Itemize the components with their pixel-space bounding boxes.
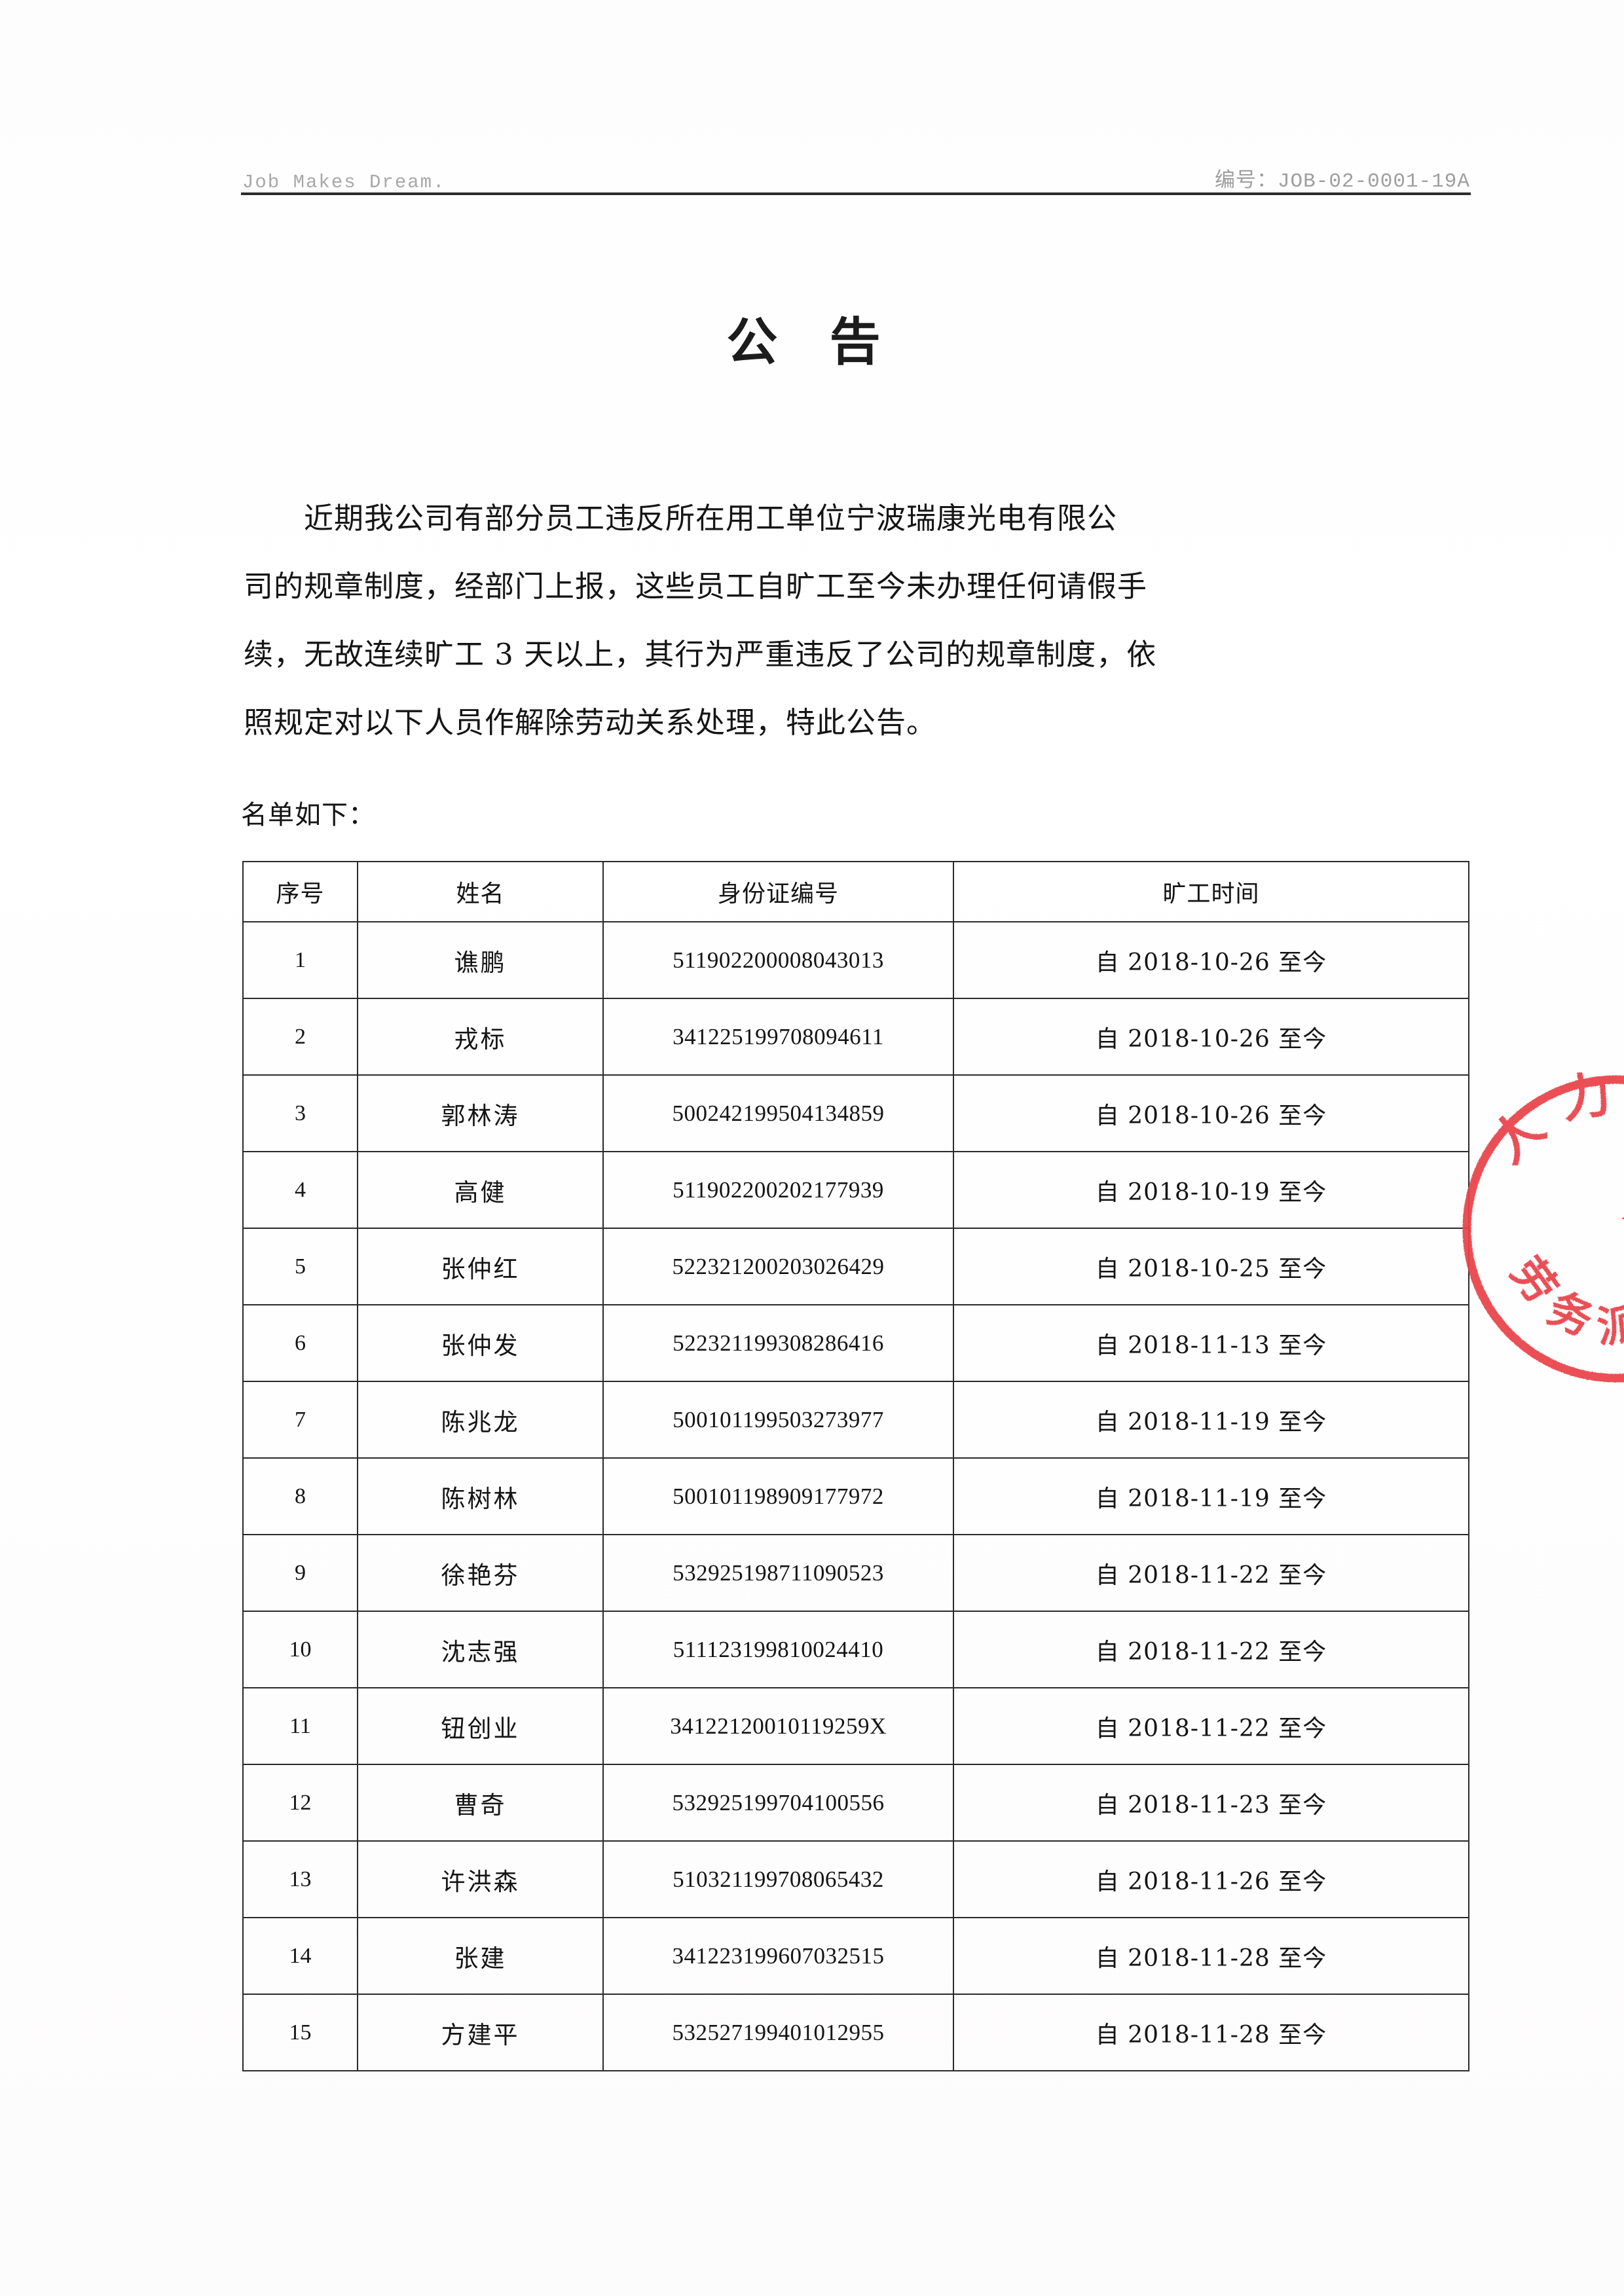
body-line: 续，无故连续旷工 3 天以上，其行为严重违反了公司的规章制度，依 [244, 637, 1157, 672]
table-row: 2 戎标 341225199708094611 自 2018-10-26 至今 [242, 998, 1469, 1076]
cell-index: 14 [242, 1917, 358, 1995]
cell-name: 谯鹏 [357, 921, 604, 999]
cell-index: 2 [242, 998, 358, 1076]
cell-name: 曹奇 [357, 1764, 604, 1842]
roster-table: 序号 姓名 身份证编号 旷工时间 1 谯鹏 511902200008043013… [242, 861, 1469, 2071]
cell-index: 6 [242, 1304, 358, 1382]
cell-index: 7 [242, 1381, 358, 1459]
cell-index: 9 [242, 1534, 358, 1612]
cell-index: 15 [242, 1994, 358, 2071]
cell-id: 510321199708065432 [602, 1840, 954, 1918]
cell-name: 钮创业 [357, 1687, 604, 1765]
body-line: 照规定对以下人员作解除劳动关系处理，特此公告。 [244, 705, 937, 740]
cell-id: 34122120010119259X [602, 1687, 954, 1765]
body-line: 司的规章制度，经部门上报，这些员工自旷工至今未办理任何请假手 [244, 569, 1148, 604]
cell-index: 5 [242, 1228, 358, 1305]
column-header-name: 姓名 [357, 861, 604, 922]
roster-table-container: 序号 姓名 身份证编号 旷工时间 1 谯鹏 511902200008043013… [242, 861, 1469, 2071]
roster-label: 名单如下： [241, 800, 375, 830]
cell-id: 511902200008043013 [602, 921, 954, 999]
roster-table-body: 1 谯鹏 511902200008043013 自 2018-10-26 至今 … [242, 921, 1469, 2071]
table-row: 3 郭林涛 500242199504134859 自 2018-10-26 至今 [242, 1074, 1469, 1152]
table-row: 4 高健 511902200202177939 自 2018-10-19 至今 [242, 1151, 1469, 1229]
table-row: 5 张仲红 522321200203026429 自 2018-10-25 至今 [242, 1228, 1469, 1305]
cell-absence: 自 2018-11-28 至今 [953, 1994, 1469, 2071]
table-row: 13 许洪森 510321199708065432 自 2018-11-26 至… [242, 1840, 1469, 1918]
table-header-row: 序号 姓名 身份证编号 旷工时间 [242, 861, 1469, 922]
official-seal-stamp: 人力资源 劳务派遣 330 [1459, 1072, 1624, 1385]
cell-absence: 自 2018-10-19 至今 [953, 1151, 1469, 1229]
table-row: 1 谯鹏 511902200008043013 自 2018-10-26 至今 [242, 921, 1469, 999]
cell-id: 500101198909177972 [602, 1457, 954, 1535]
cell-id: 500242199504134859 [602, 1074, 954, 1152]
cell-absence: 自 2018-11-19 至今 [953, 1381, 1469, 1459]
table-row: 7 陈兆龙 500101199503273977 自 2018-11-19 至今 [242, 1381, 1469, 1459]
svg-text:劳务派遣: 劳务派遣 [1501, 1248, 1624, 1353]
company-slogan: Job Makes Dream. [242, 172, 446, 193]
cell-absence: 自 2018-11-13 至今 [953, 1304, 1469, 1382]
cell-id: 532925199704100556 [602, 1764, 954, 1842]
cell-absence: 自 2018-11-19 至今 [953, 1457, 1469, 1535]
cell-id: 341223199607032515 [602, 1917, 954, 1995]
column-header-id: 身份证编号 [602, 861, 954, 922]
cell-name: 陈树林 [357, 1457, 604, 1535]
cell-index: 13 [242, 1840, 358, 1918]
table-row: 10 沈志强 511123199810024410 自 2018-11-22 至… [242, 1611, 1469, 1688]
cell-id: 511123199810024410 [602, 1611, 954, 1688]
cell-name: 张仲发 [357, 1304, 604, 1382]
table-row: 11 钮创业 34122120010119259X 自 2018-11-22 至… [242, 1687, 1469, 1765]
cell-name: 张仲红 [357, 1228, 604, 1305]
table-row: 15 方建平 532527199401012955 自 2018-11-28 至… [242, 1994, 1469, 2071]
cell-index: 3 [242, 1074, 358, 1152]
cell-name: 陈兆龙 [357, 1381, 604, 1459]
column-header-index: 序号 [242, 861, 358, 922]
cell-name: 许洪森 [357, 1840, 604, 1918]
table-row: 14 张建 341223199607032515 自 2018-11-28 至今 [242, 1917, 1469, 1995]
table-row: 8 陈树林 500101198909177972 自 2018-11-19 至今 [242, 1457, 1469, 1535]
cell-absence: 自 2018-11-28 至今 [953, 1917, 1469, 1995]
cell-name: 徐艳芬 [357, 1534, 604, 1612]
cell-index: 10 [242, 1611, 358, 1688]
cell-index: 8 [242, 1457, 358, 1535]
cell-absence: 自 2018-11-23 至今 [953, 1764, 1469, 1842]
table-row: 6 张仲发 522321199308286416 自 2018-11-13 至今 [242, 1304, 1469, 1382]
body-line: 近期我公司有部分员工违反所在用工单位宁波瑞康光电有限公 [304, 501, 1118, 536]
table-row: 12 曹奇 532925199704100556 自 2018-11-23 至今 [242, 1764, 1469, 1842]
cell-absence: 自 2018-11-22 至今 [953, 1534, 1469, 1612]
header-divider [241, 192, 1471, 195]
cell-absence: 自 2018-11-26 至今 [953, 1840, 1469, 1918]
cell-absence: 自 2018-10-25 至今 [953, 1228, 1469, 1305]
cell-name: 戎标 [357, 998, 604, 1076]
cell-index: 4 [242, 1151, 358, 1229]
table-row: 9 徐艳芬 532925198711090523 自 2018-11-22 至今 [242, 1534, 1469, 1612]
column-header-absence: 旷工时间 [953, 861, 1469, 922]
page-title: 公 告 [726, 312, 898, 372]
announcement-body: 近期我公司有部分员工违反所在用工单位宁波瑞康光电有限公 司的规章制度，经部门上报… [244, 484, 1357, 757]
svg-text:人力资源: 人力资源 [1479, 1072, 1624, 1203]
cell-index: 12 [242, 1764, 358, 1842]
cell-index: 1 [242, 921, 358, 999]
cell-name: 方建平 [357, 1994, 604, 2071]
cell-id: 532925198711090523 [602, 1534, 954, 1612]
cell-index: 11 [242, 1687, 358, 1765]
cell-absence: 自 2018-10-26 至今 [953, 1074, 1469, 1152]
cell-id: 500101199503273977 [602, 1381, 954, 1459]
cell-id: 522321200203026429 [602, 1228, 954, 1305]
cell-id: 341225199708094611 [602, 998, 954, 1076]
cell-absence: 自 2018-10-26 至今 [953, 998, 1469, 1076]
page-header: Job Makes Dream. 编号：JOB-02-0001-19A [242, 147, 1470, 193]
cell-absence: 自 2018-10-26 至今 [953, 921, 1469, 999]
cell-name: 高健 [357, 1151, 604, 1229]
cell-name: 张建 [357, 1917, 604, 1995]
cell-name: 沈志强 [357, 1611, 604, 1688]
cell-id: 522321199308286416 [602, 1304, 954, 1382]
cell-id: 532527199401012955 [602, 1994, 954, 2071]
cell-id: 511902200202177939 [602, 1151, 954, 1229]
cell-absence: 自 2018-11-22 至今 [953, 1687, 1469, 1765]
cell-name: 郭林涛 [357, 1074, 604, 1152]
cell-absence: 自 2018-11-22 至今 [953, 1611, 1469, 1688]
document-number: 编号：JOB-02-0001-19A [1214, 170, 1470, 193]
